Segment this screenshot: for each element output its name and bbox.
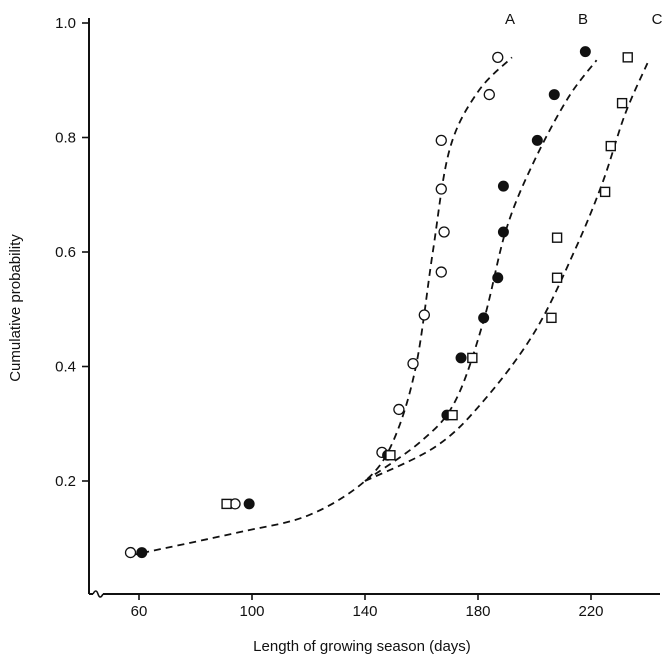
data-point-c [599,186,611,198]
y-tick-label: 1.0 [55,15,76,32]
x-tick-label: 60 [131,603,148,620]
data-point-b [531,134,543,146]
fitted-curve-b [364,59,598,482]
data-point-c [551,232,563,243]
y-tick-label: 0.4 [55,359,76,376]
data-point-a [435,134,447,147]
data-point-a [438,226,450,238]
data-point-a [407,357,419,370]
x-tick-label: 140 [352,603,377,620]
data-point-b [497,180,509,192]
y-tick-label: 0.8 [55,130,76,147]
fitted-curves [130,56,649,557]
y-tick-label: 0.2 [55,473,76,490]
data-point-c [447,409,458,421]
fitted-curve-c [364,62,649,482]
data-point-b [579,46,591,58]
data-point-b [136,547,148,559]
y-axis-title: Cumulative probability [7,234,24,382]
data-point-b [548,89,560,101]
data-point-b [455,352,467,364]
data-point-c [605,140,616,152]
data-point-a [124,546,137,559]
curve-labels: A B C [505,11,663,28]
data-point-a [393,403,405,416]
data-point-b [243,498,255,510]
x-axis-title: Length of growing season (days) [253,638,471,655]
data-point-c [616,97,628,109]
data-point-a [418,309,430,321]
data-point-c [467,352,478,364]
x-tick-label: 100 [239,603,264,620]
axes: 0.2 0.4 0.6 0.8 1.0 60 100 140 180 220 [55,15,660,620]
data-point-c [221,498,232,510]
data-point-c [546,312,557,324]
data-point-a [435,266,447,278]
y-tick-label: 0.6 [55,244,76,261]
data-point-b [478,312,490,324]
x-tick-label: 180 [465,603,490,620]
data-point-a [435,183,447,195]
curve-label-c: C [652,11,663,28]
fitted-curve-a [130,56,513,557]
curve-label-a: A [505,11,515,28]
curve-label-b: B [578,11,588,28]
axis-break-mark [92,590,104,598]
data-point-c [551,272,563,283]
data-point-b [497,226,509,238]
data-point-c [385,450,396,461]
data-point-c [622,52,633,63]
x-tick-label: 220 [578,603,603,620]
data-points [124,46,633,559]
data-point-a [483,88,495,101]
data-point-a [492,51,504,63]
data-point-b [492,272,504,284]
